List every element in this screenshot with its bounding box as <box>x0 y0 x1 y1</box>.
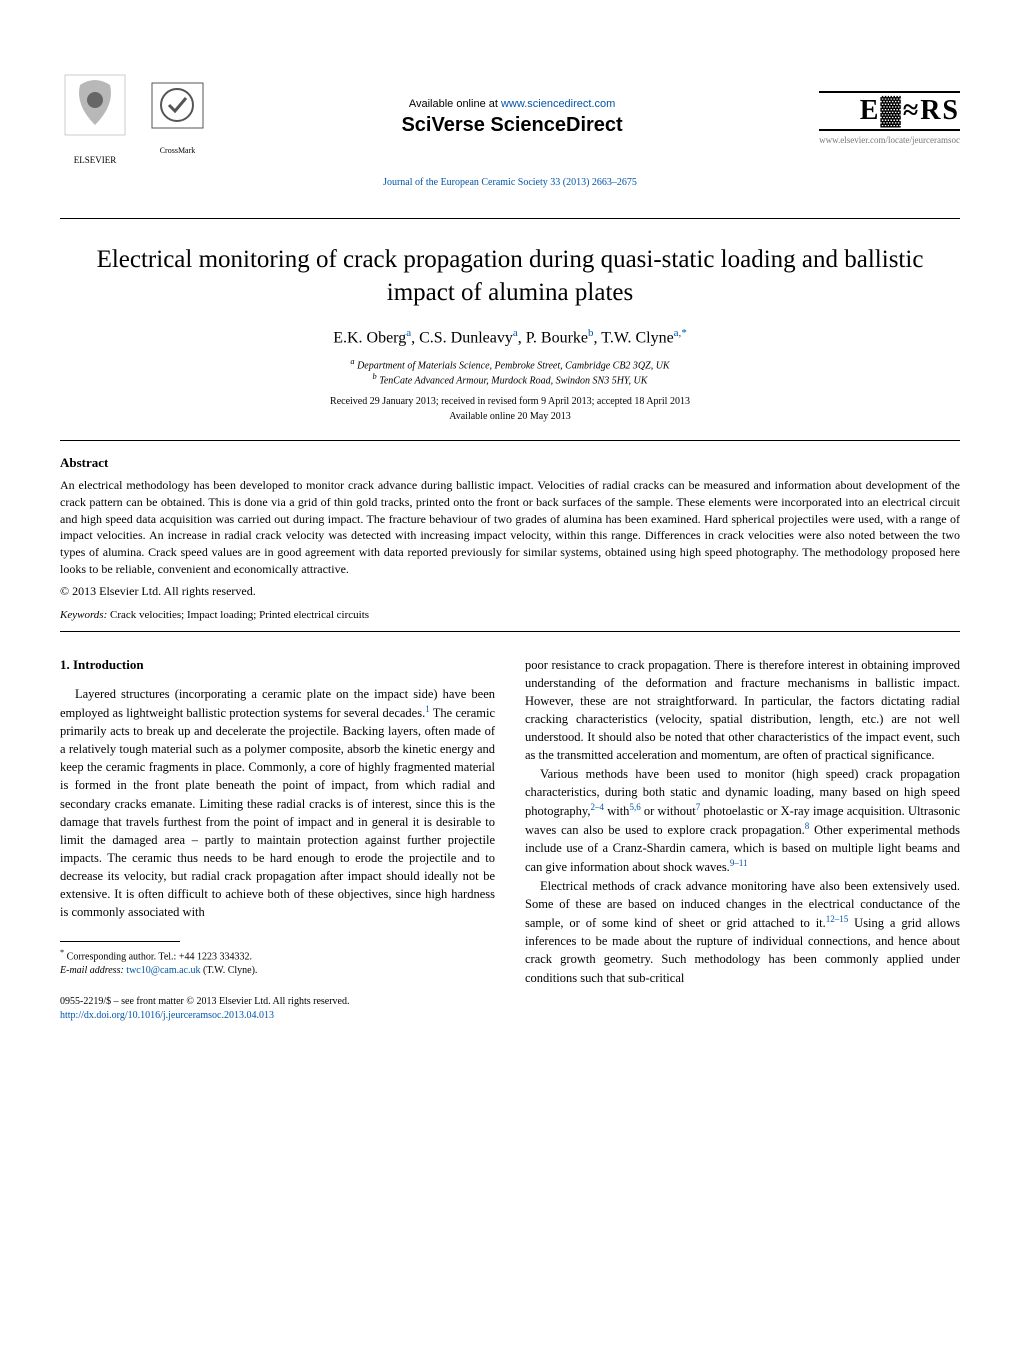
crossmark-label: CrossMark <box>150 146 205 155</box>
keywords-label: Keywords: <box>60 609 107 621</box>
email-suffix: (T.W. Clyne). <box>200 965 257 976</box>
bottom-issn-doi: 0955-2219/$ – see front matter © 2013 El… <box>60 995 495 1024</box>
corr-author-info: Corresponding author. Tel.: +44 1223 334… <box>67 952 252 963</box>
sciencedirect-brand: SciVerse ScienceDirect <box>205 114 819 137</box>
email-label: E-mail address: <box>60 965 124 976</box>
ref-5-6[interactable]: 5,6 <box>629 802 640 812</box>
col2-paragraph-1: poor resistance to crack propagation. Th… <box>525 656 960 765</box>
author-4: T.W. Clyne <box>601 329 673 346</box>
elsevier-label: ELSEVIER <box>60 155 130 165</box>
doi-link[interactable]: http://dx.doi.org/10.1016/j.jeurceramsoc… <box>60 1009 495 1024</box>
header-center: Available online at www.sciencedirect.co… <box>205 98 819 137</box>
ref-9-11[interactable]: 9–11 <box>730 858 748 868</box>
right-column: poor resistance to crack propagation. Th… <box>525 656 960 1024</box>
c2p2-b: with <box>604 804 629 818</box>
issn-line: 0955-2219/$ – see front matter © 2013 El… <box>60 995 495 1010</box>
authors-line: E.K. Oberga, C.S. Dunleavya, P. Bourkeb,… <box>60 327 960 347</box>
page-header: ELSEVIER CrossMark Available online at w… <box>60 70 960 165</box>
available-prefix: Available online at <box>409 98 501 110</box>
available-date: Available online 20 May 2013 <box>60 411 960 422</box>
abstract-heading: Abstract <box>60 455 960 471</box>
available-online-text: Available online at www.sciencedirect.co… <box>205 98 819 110</box>
rule-abstract-top <box>60 440 960 441</box>
rule-top <box>60 218 960 219</box>
intro-paragraph-1: Layered structures (incorporating a cera… <box>60 685 495 922</box>
body-two-column: 1. Introduction Layered structures (inco… <box>60 656 960 1024</box>
abstract-copyright: © 2013 Elsevier Ltd. All rights reserved… <box>60 584 960 599</box>
corresponding-footnote: * Corresponding author. Tel.: +44 1223 3… <box>60 948 495 976</box>
header-left: ELSEVIER CrossMark <box>60 70 205 165</box>
footnote-corr-mark: * <box>60 948 64 957</box>
received-dates: Received 29 January 2013; received in re… <box>60 396 960 407</box>
elsevier-logo: ELSEVIER <box>60 70 130 165</box>
journal-citation: Journal of the European Ceramic Society … <box>60 177 960 188</box>
col2-paragraph-2: Various methods have been used to monito… <box>525 765 960 877</box>
c2p2-c: or without <box>641 804 696 818</box>
article-title: Electrical monitoring of crack propagati… <box>60 244 960 309</box>
ref-2-4[interactable]: 2–4 <box>591 802 605 812</box>
author-3-sup: b <box>588 327 594 339</box>
author-2-sup: a <box>513 327 518 339</box>
journal-url[interactable]: www.elsevier.com/locate/jeurceramsoc <box>819 135 960 145</box>
crossmark-logo[interactable]: CrossMark <box>150 81 205 155</box>
p1-text-b: The ceramic primarily acts to break up a… <box>60 706 495 919</box>
author-3: P. Bourke <box>526 329 588 346</box>
affiliations: a Department of Materials Science, Pembr… <box>60 357 960 386</box>
col2-paragraph-3: Electrical methods of crack advance moni… <box>525 877 960 987</box>
affil-b-sup: b <box>373 372 377 381</box>
affiliation-b: TenCate Advanced Armour, Murdock Road, S… <box>379 375 647 386</box>
author-2: C.S. Dunleavy <box>419 329 513 346</box>
corresponding-mark: * <box>681 327 687 339</box>
keywords-line: Keywords: Crack velocities; Impact loadi… <box>60 609 960 621</box>
affil-a-sup: a <box>350 357 354 366</box>
affiliation-a: Department of Materials Science, Pembrok… <box>357 361 670 372</box>
left-column: 1. Introduction Layered structures (inco… <box>60 656 495 1024</box>
header-right: E▓≈RS www.elsevier.com/locate/jeurcerams… <box>819 91 960 145</box>
sciencedirect-url-link[interactable]: www.sciencedirect.com <box>501 98 615 110</box>
footnote-separator <box>60 941 180 942</box>
author-1: E.K. Oberg <box>333 329 406 346</box>
author-1-sup: a <box>406 327 411 339</box>
ref-12-15[interactable]: 12–15 <box>826 914 849 924</box>
email-link[interactable]: twc10@cam.ac.uk <box>126 965 200 976</box>
rule-abstract-bottom <box>60 631 960 632</box>
section-1-heading: 1. Introduction <box>60 656 495 675</box>
keywords-text: Crack velocities; Impact loading; Printe… <box>107 609 369 621</box>
abstract-text: An electrical methodology has been devel… <box>60 477 960 578</box>
journal-logo: E▓≈RS <box>819 91 960 131</box>
